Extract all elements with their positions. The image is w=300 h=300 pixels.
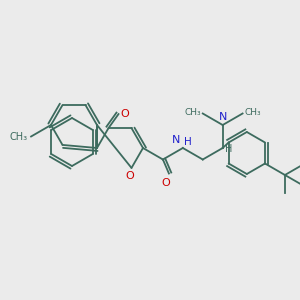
Text: O: O [125,171,134,181]
Text: O: O [121,109,129,119]
Text: N: N [172,135,180,145]
Text: CH₃: CH₃ [244,108,261,117]
Text: N: N [218,112,227,122]
Text: O: O [161,178,170,188]
Text: H: H [184,137,192,147]
Text: CH₃: CH₃ [184,108,201,117]
Text: CH₃: CH₃ [10,131,28,142]
Text: H: H [225,144,232,154]
